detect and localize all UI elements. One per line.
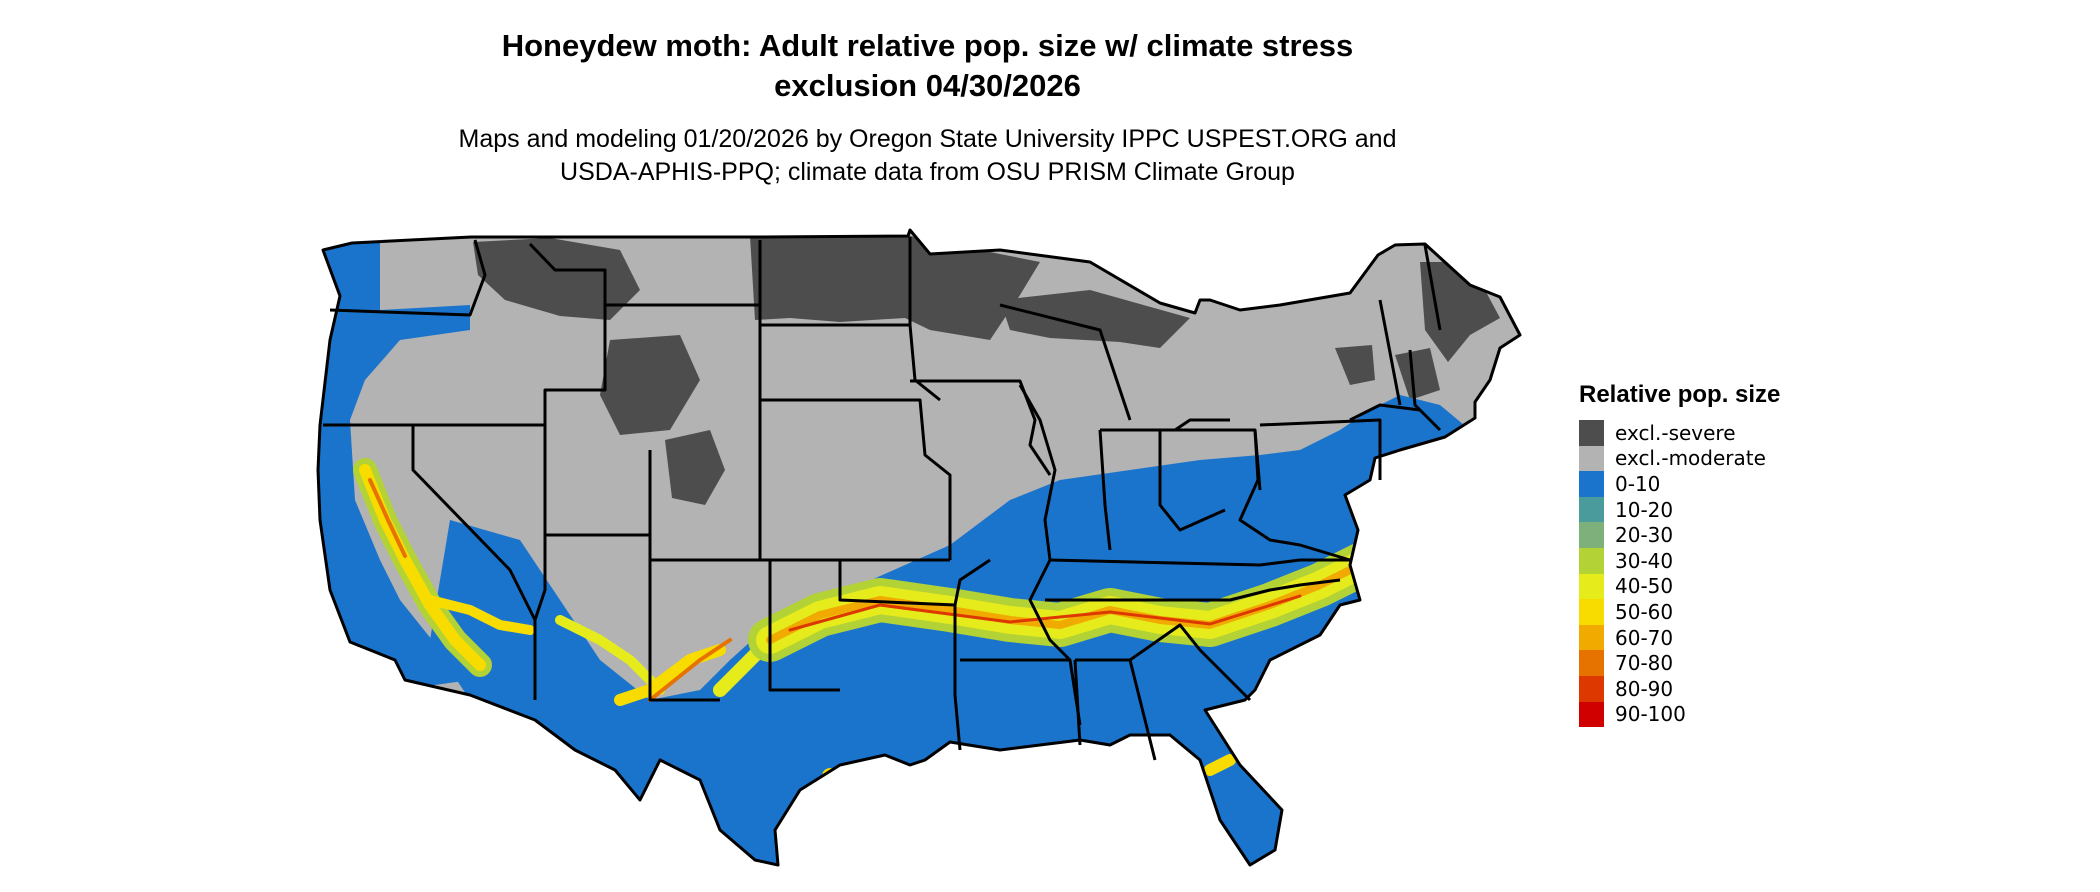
legend-label: 70-80: [1615, 651, 1674, 676]
legend-swatch: [1579, 522, 1604, 548]
legend-swatch: [1579, 445, 1604, 472]
legend-swatch: [1579, 573, 1604, 600]
legend-label: 20-30: [1615, 523, 1674, 548]
legend-item: 80-90: [1579, 675, 1780, 702]
legend-item: 90-100: [1579, 701, 1780, 728]
us-map: [316, 228, 1522, 867]
map-title-line-2: exclusion 04/30/2026: [774, 68, 1081, 103]
map-subtitle-line-2: USDA-APHIS-PPQ; climate data from OSU PR…: [560, 158, 1295, 186]
legend-swatch: [1579, 471, 1604, 497]
legend-swatch: [1579, 650, 1604, 676]
legend-item: excl.-severe: [1579, 420, 1780, 446]
map-subtitle-line-1: Maps and modeling 01/20/2026 by Oregon S…: [458, 125, 1397, 153]
legend: Relative pop. size excl.-severe excl.-mod…: [1579, 380, 1781, 728]
legend-label: 10-20: [1615, 497, 1674, 522]
legend-swatch: [1579, 496, 1604, 523]
legend-label: 90-100: [1615, 702, 1686, 727]
legend-swatch: [1579, 624, 1604, 651]
legend-item: 60-70: [1579, 624, 1780, 651]
climate-layers: [318, 230, 1520, 865]
legend-swatch: [1579, 675, 1604, 702]
legend-item: 10-20: [1579, 496, 1780, 523]
map-title-line-1: Honeydew moth: Adult relative pop. size …: [501, 28, 1354, 63]
legend-item: 40-50: [1579, 573, 1780, 600]
legend-swatch: [1579, 599, 1604, 625]
legend-label: 50-60: [1615, 599, 1674, 624]
legend-label: 80-90: [1615, 676, 1674, 701]
legend-label: 0-10: [1615, 471, 1661, 496]
legend-label: excl.-severe: [1615, 420, 1736, 445]
legend-item: 20-30: [1579, 522, 1780, 548]
legend-item: 0-10: [1579, 471, 1780, 497]
legend-swatch: [1579, 701, 1604, 728]
legend-label: 60-70: [1615, 625, 1674, 650]
legend-item: 70-80: [1579, 650, 1780, 676]
legend-item: excl.-moderate: [1579, 445, 1780, 472]
state-borders: [316, 228, 1522, 867]
legend-label: excl.-moderate: [1615, 446, 1766, 471]
legend-label: 30-40: [1615, 548, 1674, 573]
legend-swatch: [1579, 547, 1604, 574]
legend-title: Relative pop. size: [1579, 381, 1781, 408]
legend-item: 50-60: [1579, 599, 1780, 625]
legend-items: excl.-severe excl.-moderate 0-10 10-20 20-30…: [1579, 420, 1780, 728]
legend-item: 30-40: [1579, 547, 1780, 574]
legend-swatch: [1579, 420, 1604, 446]
legend-label: 40-50: [1615, 574, 1674, 599]
